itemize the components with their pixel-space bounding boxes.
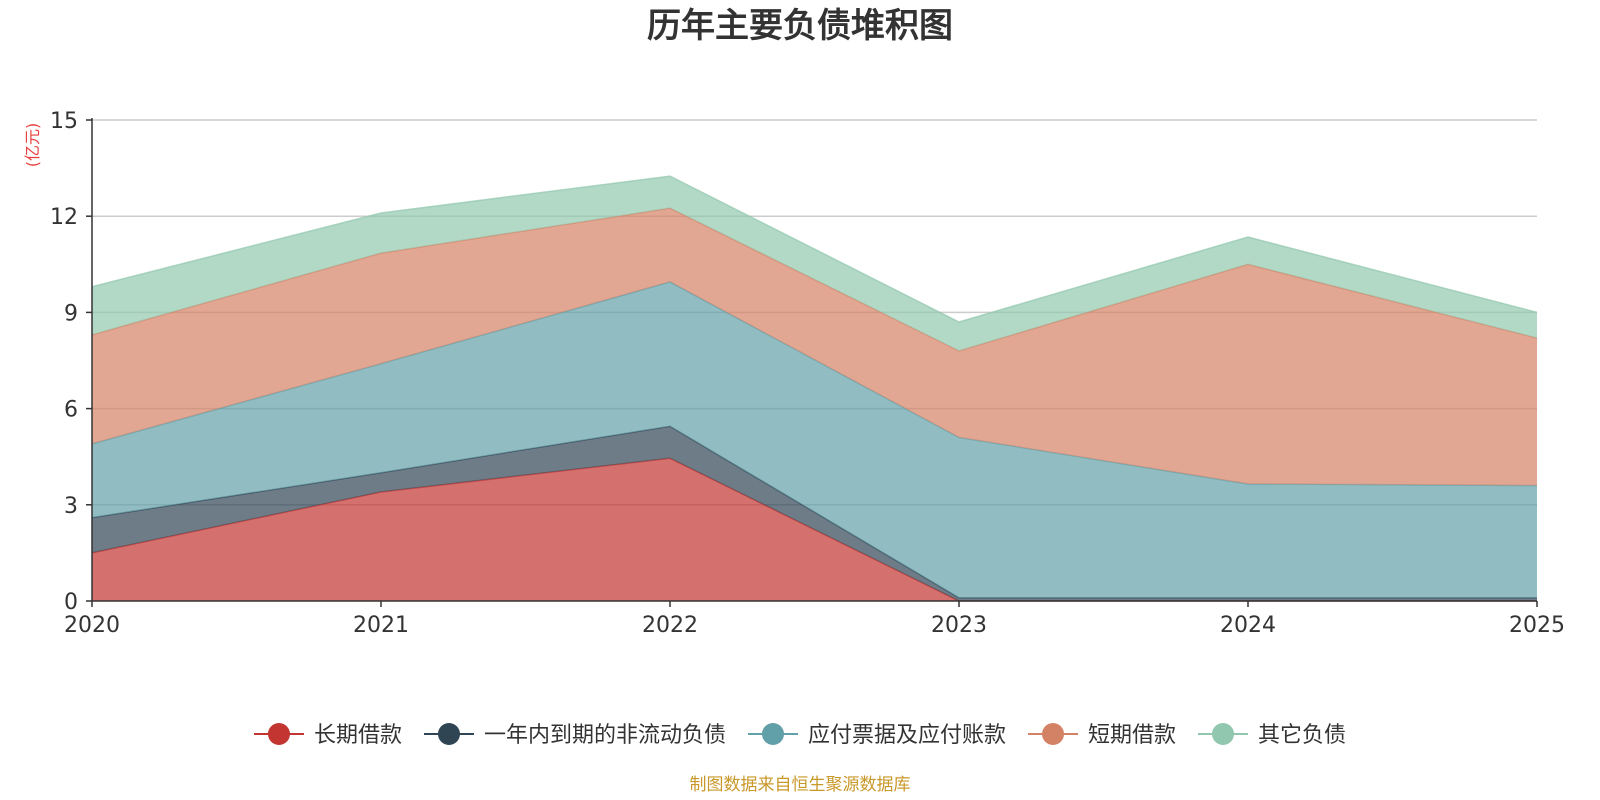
legend-label-2: 应付票据及应付账款	[808, 723, 1006, 748]
x-tick-label-2022: 2022	[642, 613, 698, 638]
x-tick-label-2025: 2025	[1509, 613, 1565, 638]
legend-item-3[interactable]: 短期借款	[1028, 723, 1176, 748]
y-tick-label-12: 12	[50, 205, 78, 230]
area-series	[91, 175, 1538, 602]
area-series-3	[92, 208, 1537, 486]
legend-marker-0	[267, 723, 290, 745]
data-source-note: 制图数据来自恒生聚源数据库	[690, 775, 911, 795]
legend-label-0: 长期借款	[314, 723, 402, 748]
area-edge-2	[91, 281, 1538, 487]
area-edge-4	[91, 175, 1538, 323]
legend: 长期借款 一年内到期的非流动负债 应付票据及应付账款 短期借款 其它负债	[253, 723, 1346, 748]
legend-marker-4	[1212, 723, 1235, 745]
chart-title: 历年主要负债堆积图	[647, 6, 953, 46]
legend-item-0[interactable]: 长期借款	[253, 723, 402, 748]
x-tick-label-2021: 2021	[353, 613, 409, 638]
legend-marker-3	[1042, 723, 1065, 745]
y-tick-label-9: 9	[64, 301, 78, 326]
legend-marker-2	[761, 723, 784, 745]
x-tick-label-2024: 2024	[1220, 613, 1276, 638]
y-tick-label-0: 0	[64, 590, 78, 615]
y-tick-label-6: 6	[64, 398, 78, 423]
y-tick-label-15: 15	[50, 109, 78, 134]
axes: 0 3 6 9 12 15 2020 2021 2022 2023 2024 2025	[50, 109, 1565, 638]
area-series-4	[92, 176, 1537, 351]
y-tick-label-3: 3	[64, 494, 78, 519]
legend-item-1[interactable]: 一年内到期的非流动负债	[423, 723, 726, 748]
legend-label-1: 一年内到期的非流动负债	[484, 723, 726, 748]
legend-marker-1	[437, 723, 460, 745]
legend-item-4[interactable]: 其它负债	[1198, 723, 1346, 748]
x-tick-label-2020: 2020	[64, 613, 120, 638]
x-tick-label-2023: 2023	[931, 613, 987, 638]
area-series-1	[92, 426, 1537, 601]
legend-label-4: 其它负债	[1258, 723, 1346, 748]
legend-label-3: 短期借款	[1088, 723, 1176, 748]
legend-item-2[interactable]: 应付票据及应付账款	[747, 723, 1006, 748]
area-series-2	[92, 281, 1537, 598]
y-axis-unit-label: (亿元)	[23, 123, 42, 168]
